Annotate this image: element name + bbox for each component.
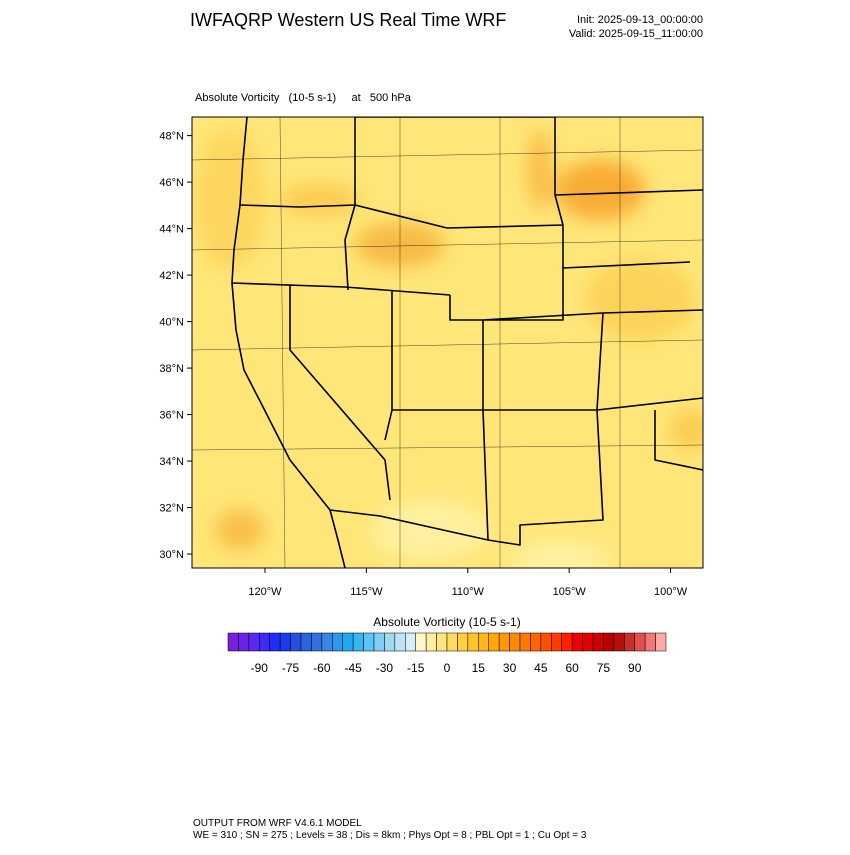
field-label: Absolute Vorticity (10-5 s-1) at 500 hPa (195, 92, 412, 104)
colorbar-box (248, 632, 260, 652)
colorbar-box (227, 632, 239, 652)
colorbar-box (530, 632, 542, 652)
colorbar-box (300, 632, 312, 652)
colorbar-box (415, 632, 427, 652)
lat-tick-label: 40°N (159, 317, 184, 329)
lon-tick-label: 100°W (654, 586, 688, 598)
lon-tick-label: 105°W (553, 586, 587, 598)
colorbar-label: -30 (376, 661, 394, 675)
colorbar-label: 0 (444, 661, 451, 675)
lat-tick-label: 46°N (159, 177, 184, 189)
lat-tick-label: 42°N (159, 270, 184, 282)
colorbar-box (498, 632, 510, 652)
colorbar-box (644, 632, 656, 652)
colorbar-box (488, 632, 500, 652)
colorbar-box (269, 632, 281, 652)
init-time: Init: 2025-09-13_00:00:00 (577, 14, 703, 26)
colorbar-box (467, 632, 479, 652)
colorbar-label: -90 (251, 661, 269, 675)
colorbar-box (363, 632, 375, 652)
colorbar-box (519, 632, 531, 652)
colorbar-label: -45 (344, 661, 362, 675)
colorbar-label: 45 (534, 661, 548, 675)
lat-tick-label: 36°N (159, 410, 184, 422)
colorbar-label: 90 (628, 661, 642, 675)
colorbar-box (352, 632, 364, 652)
colorbar-label: -15 (407, 661, 425, 675)
colorbar-box (655, 632, 667, 652)
colorbar-box (290, 632, 302, 652)
colorbar-box (384, 632, 396, 652)
lat-tick-label: 38°N (159, 363, 184, 375)
colorbar-box (311, 632, 323, 652)
colorbar-box (436, 632, 448, 652)
colorbar-box (551, 632, 562, 652)
colorbar-box (373, 632, 385, 652)
colorbar-box (259, 632, 270, 652)
colorbar-box (509, 632, 521, 652)
map-frame (191, 116, 704, 569)
footer-line: OUTPUT FROM WRF V4.6.1 MODEL (193, 818, 362, 829)
colorbar-label: 15 (472, 661, 486, 675)
colorbar-box (603, 632, 615, 652)
colorbar-box (446, 632, 458, 652)
lat-tick-label: 34°N (159, 456, 184, 468)
colorbar-box (405, 632, 416, 652)
colorbar-box (540, 632, 552, 652)
lat-tick-label: 48°N (159, 131, 184, 143)
colorbar-box (582, 632, 594, 652)
colorbar-title: Absolute Vorticity (10-5 s-1) (373, 615, 520, 629)
lon-tick-label: 120°W (248, 586, 282, 598)
colorbar-box (457, 632, 469, 652)
colorbar-box (332, 632, 343, 652)
map-field (192, 117, 703, 568)
valid-time: Valid: 2025-09-15_11:00:00 (569, 28, 703, 40)
colorbar-box (624, 632, 635, 652)
colorbar-box (592, 632, 604, 652)
colorbar-box (561, 632, 573, 652)
colorbar-box (571, 632, 583, 652)
colorbar-label: -75 (282, 661, 300, 675)
colorbar-label: 30 (503, 661, 517, 675)
colorbar-box (394, 632, 406, 652)
colorbar-label: 75 (597, 661, 611, 675)
colorbar-label: -60 (313, 661, 331, 675)
lat-tick-label: 30°N (159, 549, 184, 561)
title: IWFAQRP Western US Real Time WRF (190, 10, 506, 30)
lat-tick-label: 44°N (159, 224, 184, 236)
colorbar-box (425, 632, 437, 652)
colorbar-box (238, 632, 250, 652)
lon-tick-label: 110°W (452, 586, 485, 598)
colorbar-label: 60 (565, 661, 579, 675)
colorbar-box (342, 632, 354, 652)
footer-line: WE = 310 ; SN = 275 ; Levels = 38 ; Dis … (193, 830, 587, 841)
colorbar-box (279, 632, 291, 652)
colorbar-box (478, 632, 489, 652)
lon-tick-label: 115°W (350, 586, 383, 598)
lat-tick-label: 32°N (159, 503, 184, 515)
colorbar-box (634, 632, 646, 652)
colorbar-box (321, 632, 333, 652)
colorbar-box (613, 632, 625, 652)
